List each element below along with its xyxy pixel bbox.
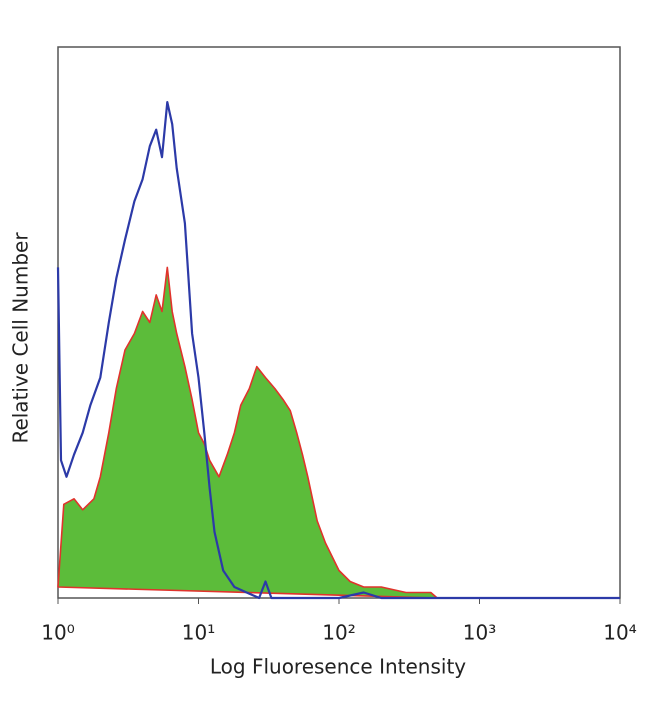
x-tick-label: 10⁴ — [603, 621, 636, 645]
histogram-line — [56, 101, 620, 600]
x-tick-label: 10² — [322, 621, 355, 645]
filled-histogram — [57, 266, 438, 599]
x-axis-title: Log Fluoresence Intensity — [210, 655, 466, 679]
x-tick-label: 10⁰ — [41, 621, 74, 645]
x-tick-label: 10³ — [463, 621, 496, 645]
x-tick-label: 10¹ — [182, 621, 215, 645]
y-axis-title: Relative Cell Number — [9, 232, 33, 444]
